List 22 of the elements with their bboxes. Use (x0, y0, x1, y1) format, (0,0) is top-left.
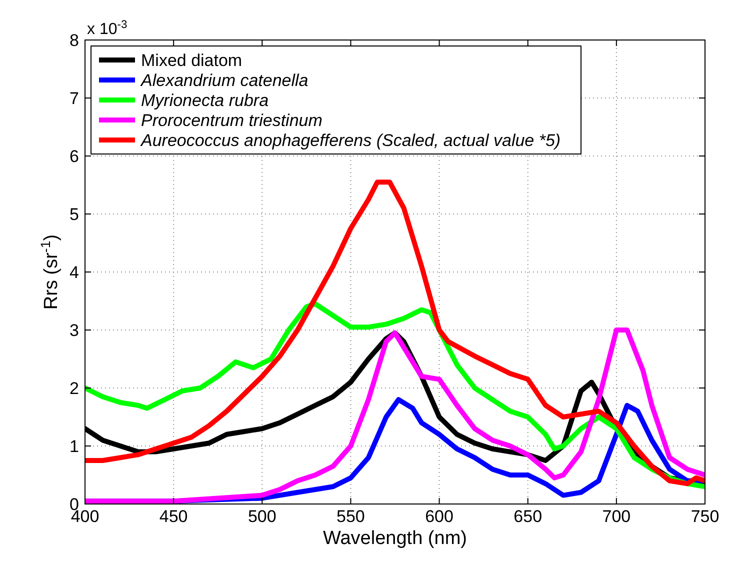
x-tick-label: 450 (159, 507, 188, 526)
x-tick-label: 650 (514, 507, 542, 526)
legend-label: Myrionecta rubra (141, 91, 269, 110)
y-tick-label: 7 (70, 89, 79, 108)
y-tick-label: 2 (70, 379, 79, 398)
y-tick-label: 1 (70, 437, 79, 456)
y-tick-label: 6 (70, 147, 79, 166)
legend-label: Alexandrium catenella (140, 71, 308, 90)
y-tick-label: 4 (70, 263, 79, 282)
legend-label: Aureococcus anophagefferens (Scaled, actual value *5) (140, 131, 561, 150)
x-tick-label: 600 (425, 507, 454, 526)
x-tick-label: 700 (602, 507, 631, 526)
x-axis-title: Wavelength (nm) (323, 528, 467, 549)
legend-label: Mixed diatom (141, 51, 242, 70)
x-tick-label: 550 (336, 507, 365, 526)
text: x 10$^{-3}$ (87, 19, 128, 38)
x-tick-label: 500 (248, 507, 276, 526)
y-tick-label: 5 (70, 205, 79, 224)
y-tick-label: 3 (70, 321, 79, 340)
x-tick-label: 750 (690, 507, 720, 526)
legend-label: Prorocentrum triestinum (141, 111, 322, 130)
y-tick-label: 8 (70, 31, 79, 50)
